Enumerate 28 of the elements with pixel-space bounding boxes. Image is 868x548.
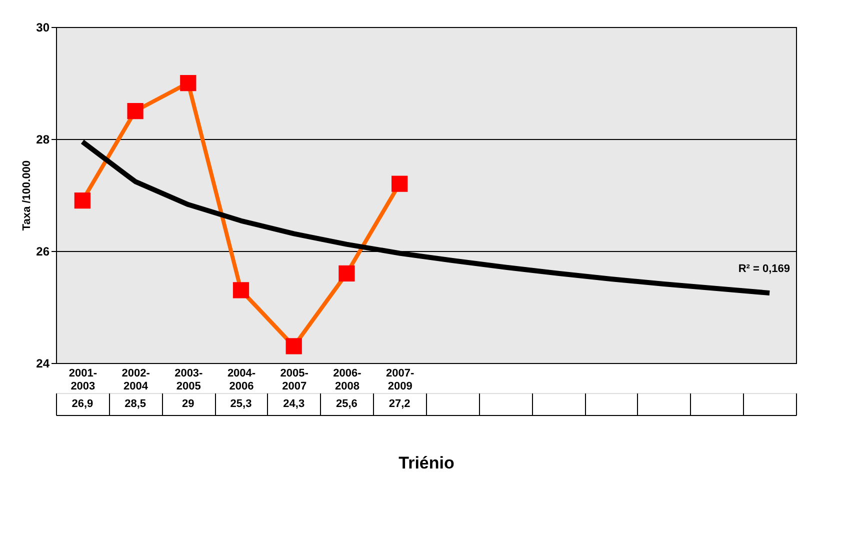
data-label: 29 (182, 398, 194, 410)
y-tick-label: 26 (36, 244, 50, 258)
y-axis-title: Taxa /100.000 (21, 160, 34, 231)
point (180, 74, 196, 92)
data-label: 25,3 (230, 398, 252, 410)
x-tick-label: 2001-2003 (68, 368, 98, 392)
y-tick-label: 24 (36, 356, 50, 370)
data-label: 27,2 (388, 398, 410, 410)
point (286, 338, 302, 354)
data-label: 28,5 (124, 398, 146, 410)
x-tick-label: 2002-2004 (122, 368, 150, 392)
data-label: 25,6 (336, 398, 358, 410)
x-axis-title: Triénio (398, 454, 454, 472)
x-tick-label: 2006-2008 (333, 368, 362, 392)
x-tick-label: 2005-2007 (280, 368, 309, 392)
y-tick-label: 28 (36, 132, 50, 146)
annotation: R² = 0,169 (738, 262, 790, 275)
data-label: 26,9 (72, 398, 94, 410)
x-tick-label: 2003-2005 (174, 368, 204, 392)
point (127, 102, 144, 120)
point (74, 192, 90, 209)
point (338, 265, 355, 282)
y-tick-label: 30 (36, 20, 50, 34)
x-tick-label: 2007-2009 (386, 368, 414, 392)
point (232, 282, 250, 298)
x-tick-label: 2004-2006 (227, 368, 256, 392)
data-label: 24,3 (283, 398, 305, 410)
point (392, 176, 408, 192)
